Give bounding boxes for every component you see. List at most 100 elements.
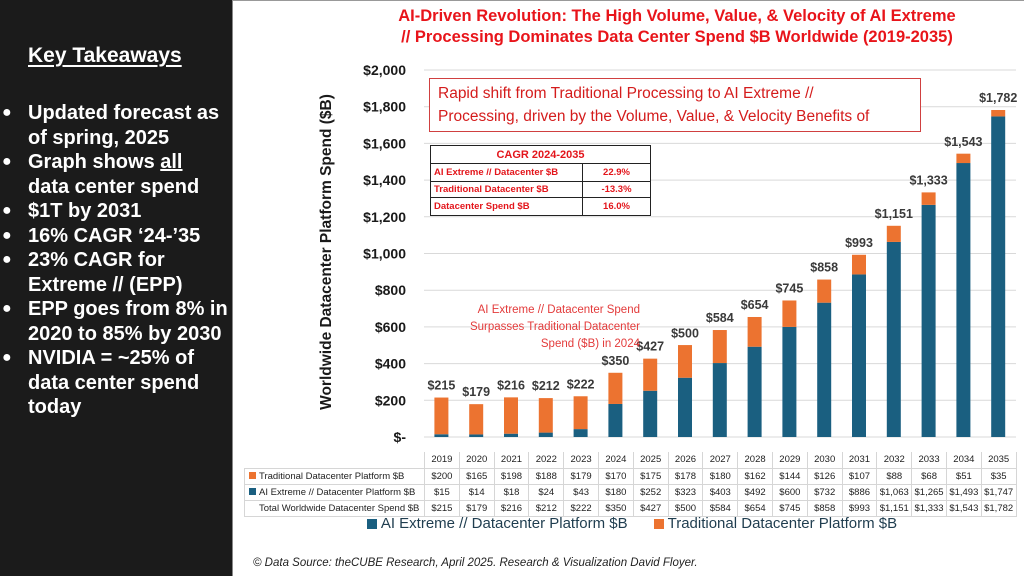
bar-traditional [747, 316, 762, 347]
takeaway-item: ● Updated forecast as [2, 102, 220, 124]
ai-value-cell: $492 [737, 483, 773, 501]
total-value-cell: $993 [841, 499, 878, 517]
bar-ai-extreme [678, 377, 692, 437]
takeaway-item: ● $1T by 2031 [2, 200, 142, 222]
data-table-year-row: 2019 2020 2021 2022 2023 2024 2025 2026 2027 2028… [245, 452, 1017, 469]
ai-value-cell: $1,493 [945, 483, 982, 501]
total-value-cell: $350 [597, 499, 634, 517]
bar-ai-extreme [886, 241, 901, 437]
bar-ai-extreme [538, 432, 553, 437]
takeaway-item-continued: Extreme // (EPP) [28, 273, 183, 296]
ai-value-cell: $886 [841, 483, 878, 501]
takeaway-item: ● NVIDIA = ~25% of [2, 347, 194, 369]
ai-value-cell: $180 [597, 483, 634, 501]
bar-traditional [852, 254, 866, 275]
total-value-cell: $1,151 [876, 499, 913, 517]
annotation-line-3: Spend ($B) in 2024 [540, 338, 640, 350]
row-label: Total Worldwide Datacenter Spend $B [259, 502, 420, 514]
bullet-icon: ● [2, 153, 12, 170]
traditional-value-cell: $126 [806, 467, 843, 485]
bar-ai-extreme [608, 403, 623, 437]
cagr-row: AI Extreme // Datacenter $B 22.9% [430, 163, 651, 182]
bar-ai-extreme [712, 363, 727, 437]
legend: AI Extreme // Datacenter Platform $B Tra… [240, 515, 1024, 532]
total-data-label: $1,333 [909, 173, 947, 187]
takeaway-item-continued: today [28, 396, 82, 418]
bar-traditional [712, 330, 727, 364]
traditional-value-cell: $170 [597, 467, 634, 485]
chart-title-line-2: // Processing Dominates Data Center Spen… [401, 28, 953, 46]
bullet-icon: ● [2, 251, 12, 268]
bar-traditional [469, 404, 484, 435]
year-header-cell: 2030 [806, 452, 843, 469]
callout-box: Rapid shift from Traditional Processing … [429, 78, 921, 132]
total-data-label: $654 [741, 298, 769, 312]
chart-title-line-1: AI-Driven Revolution: The High Volume, V… [398, 7, 956, 25]
bullet-icon: ● [2, 349, 12, 366]
bar-traditional [434, 397, 449, 435]
bar-traditional [643, 358, 658, 391]
y-tick-label: $600 [375, 319, 406, 335]
cagr-value: 22.9% [582, 163, 651, 182]
cagr-row: Traditional Datacenter $B -13.3% [430, 181, 651, 198]
callout-line-1: Rapid shift from Traditional Processing … [438, 85, 814, 102]
bar-traditional [678, 345, 692, 378]
cagr-value: 16.0% [582, 197, 651, 216]
bar-ai-extreme [469, 434, 484, 437]
takeaway-item: ● Graph shows all [2, 151, 183, 173]
ai-value-cell: $24 [528, 483, 565, 501]
year-header-cell: 2019 [424, 452, 460, 469]
traditional-value-cell: $51 [945, 467, 982, 485]
total-value-cell: $654 [737, 499, 773, 517]
total-value-cell: $222 [563, 499, 599, 517]
traditional-value-cell: $162 [737, 467, 773, 485]
total-data-label: $584 [706, 311, 734, 325]
takeaways-list: ● Updated forecast as of spring, 2025 ● Grap… [0, 101, 240, 420]
total-data-label: $179 [462, 385, 490, 399]
takeaway-item-continued: data center spend [28, 175, 200, 198]
chart-title: AI-Driven Revolution: The High Volume, V… [330, 6, 1024, 48]
bar-traditional [817, 279, 832, 303]
total-data-label: $222 [567, 377, 595, 391]
ai-value-cell: $14 [458, 483, 495, 501]
bars [434, 110, 1006, 438]
year-header-cell: 2027 [702, 452, 739, 469]
bar-traditional [538, 398, 553, 433]
ai-value-cell: $18 [493, 483, 530, 501]
cagr-label: AI Extreme // Datacenter $B [430, 163, 583, 182]
bullet-icon: ● [2, 300, 12, 317]
bar-ai-extreme [956, 163, 971, 438]
y-tick-label: $1,400 [363, 172, 406, 188]
bar-traditional [991, 110, 1006, 117]
traditional-value-cell: $175 [632, 467, 669, 485]
bar-traditional [782, 300, 797, 327]
bar-traditional [956, 153, 971, 164]
bullet-icon: ● [2, 202, 12, 219]
ai-value-cell: $600 [771, 483, 808, 501]
y-tick-label: $1,800 [363, 99, 406, 115]
legend-label: Traditional Datacenter Platform $B [667, 515, 898, 532]
year-header-cell: 2033 [911, 452, 947, 469]
traditional-value-cell: $178 [667, 467, 704, 485]
legend-item-traditional: Traditional Datacenter Platform $B [653, 515, 898, 532]
bar-traditional [504, 397, 518, 434]
data-table: 2019 2020 2021 2022 2023 2024 2025 2026 2027 2028… [244, 452, 1017, 517]
bar-traditional [608, 372, 623, 404]
bar-ai-extreme [504, 433, 518, 437]
takeaway-item: ● EPP goes from 8% in [2, 298, 228, 320]
traditional-value-cell: $88 [876, 467, 913, 485]
cagr-table-title: CAGR 2024-2035 [430, 145, 651, 164]
total-value-cell: $212 [528, 499, 565, 517]
bar-ai-extreme [573, 429, 588, 437]
bar-ai-extreme [852, 274, 866, 437]
total-data-label: $216 [497, 378, 525, 392]
legend-swatch-icon [366, 518, 377, 529]
underlined-emphasis: all [160, 151, 183, 173]
data-source-note: © Data Source: theCUBE Research, April 2… [253, 557, 698, 569]
traditional-value-cell: $179 [563, 467, 599, 485]
bar-traditional [921, 192, 936, 205]
year-header-cell: 2021 [493, 452, 530, 469]
total-value-cell: $745 [771, 499, 808, 517]
takeaway-item: ● 16% CAGR ‘24-’35 [2, 224, 201, 247]
